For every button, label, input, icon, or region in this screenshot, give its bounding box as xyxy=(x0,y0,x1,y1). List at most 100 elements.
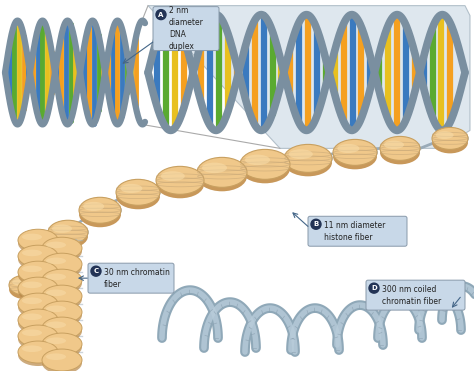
Ellipse shape xyxy=(79,201,121,227)
Ellipse shape xyxy=(22,250,42,256)
Ellipse shape xyxy=(18,245,58,267)
Ellipse shape xyxy=(42,349,82,371)
Ellipse shape xyxy=(79,197,121,223)
Ellipse shape xyxy=(24,251,60,273)
Text: 30 nm chromatin
fiber: 30 nm chromatin fiber xyxy=(104,268,170,289)
Ellipse shape xyxy=(380,137,420,160)
Ellipse shape xyxy=(42,352,82,371)
Text: A: A xyxy=(158,12,164,17)
Ellipse shape xyxy=(46,354,66,360)
Ellipse shape xyxy=(22,234,42,240)
Ellipse shape xyxy=(380,140,420,164)
Ellipse shape xyxy=(52,224,72,233)
Ellipse shape xyxy=(46,257,66,264)
Ellipse shape xyxy=(42,317,82,339)
Ellipse shape xyxy=(42,269,82,291)
Ellipse shape xyxy=(9,275,41,295)
Ellipse shape xyxy=(18,232,58,254)
Ellipse shape xyxy=(22,313,42,320)
Text: 11 nm diameter
histone fiber: 11 nm diameter histone fiber xyxy=(324,221,385,242)
Ellipse shape xyxy=(18,328,58,350)
Ellipse shape xyxy=(48,220,88,244)
Ellipse shape xyxy=(12,279,28,286)
Ellipse shape xyxy=(197,157,247,187)
Ellipse shape xyxy=(42,336,82,358)
Text: C: C xyxy=(93,268,99,274)
Ellipse shape xyxy=(161,171,185,181)
Circle shape xyxy=(156,10,166,20)
Ellipse shape xyxy=(42,320,82,342)
Ellipse shape xyxy=(46,273,66,280)
Ellipse shape xyxy=(432,127,468,150)
Ellipse shape xyxy=(120,184,142,193)
Ellipse shape xyxy=(22,329,42,336)
FancyBboxPatch shape xyxy=(153,7,219,50)
Text: B: B xyxy=(313,221,319,227)
Ellipse shape xyxy=(83,202,104,211)
Ellipse shape xyxy=(337,144,359,153)
Ellipse shape xyxy=(284,148,332,176)
Ellipse shape xyxy=(46,338,66,344)
Ellipse shape xyxy=(42,237,82,259)
FancyBboxPatch shape xyxy=(88,263,174,293)
Ellipse shape xyxy=(42,304,82,326)
Ellipse shape xyxy=(18,229,58,251)
Ellipse shape xyxy=(432,131,468,153)
Ellipse shape xyxy=(333,144,377,169)
Ellipse shape xyxy=(42,288,82,310)
Ellipse shape xyxy=(240,153,290,183)
Ellipse shape xyxy=(46,242,66,248)
Ellipse shape xyxy=(42,256,82,278)
Ellipse shape xyxy=(22,266,42,272)
Ellipse shape xyxy=(197,161,247,191)
Ellipse shape xyxy=(48,224,88,248)
Ellipse shape xyxy=(18,248,58,270)
Ellipse shape xyxy=(18,341,58,363)
Text: 300 nm coiled
chromatin fiber: 300 nm coiled chromatin fiber xyxy=(382,285,441,306)
FancyBboxPatch shape xyxy=(308,216,407,246)
Ellipse shape xyxy=(436,131,454,139)
Circle shape xyxy=(369,283,379,293)
Ellipse shape xyxy=(240,150,290,179)
Ellipse shape xyxy=(22,345,42,352)
Ellipse shape xyxy=(18,277,58,299)
Ellipse shape xyxy=(202,162,227,173)
Circle shape xyxy=(91,266,101,276)
FancyBboxPatch shape xyxy=(366,280,465,310)
Ellipse shape xyxy=(27,251,46,259)
Ellipse shape xyxy=(245,155,270,165)
Ellipse shape xyxy=(333,139,377,165)
Ellipse shape xyxy=(18,312,58,334)
Ellipse shape xyxy=(18,280,58,302)
Ellipse shape xyxy=(18,309,58,331)
Ellipse shape xyxy=(18,264,58,286)
Ellipse shape xyxy=(116,179,160,205)
Ellipse shape xyxy=(22,298,42,304)
Text: 2 nm
diameter
DNA
duplex: 2 nm diameter DNA duplex xyxy=(169,6,204,51)
Ellipse shape xyxy=(384,141,404,149)
Ellipse shape xyxy=(284,144,332,173)
Ellipse shape xyxy=(42,253,82,275)
Ellipse shape xyxy=(9,279,41,299)
Ellipse shape xyxy=(42,301,82,323)
Ellipse shape xyxy=(156,166,204,194)
Ellipse shape xyxy=(42,272,82,294)
Ellipse shape xyxy=(156,170,204,198)
Polygon shape xyxy=(148,6,470,148)
Text: D: D xyxy=(371,285,377,291)
Ellipse shape xyxy=(46,289,66,296)
Ellipse shape xyxy=(116,183,160,209)
Ellipse shape xyxy=(42,333,82,355)
Ellipse shape xyxy=(18,261,58,283)
Ellipse shape xyxy=(18,344,58,366)
Ellipse shape xyxy=(46,322,66,328)
Ellipse shape xyxy=(22,282,42,288)
Ellipse shape xyxy=(18,296,58,318)
Ellipse shape xyxy=(46,305,66,312)
Circle shape xyxy=(311,219,321,229)
Ellipse shape xyxy=(42,240,82,262)
Ellipse shape xyxy=(42,285,82,307)
Ellipse shape xyxy=(18,325,58,347)
Ellipse shape xyxy=(289,149,313,159)
Ellipse shape xyxy=(24,247,60,269)
